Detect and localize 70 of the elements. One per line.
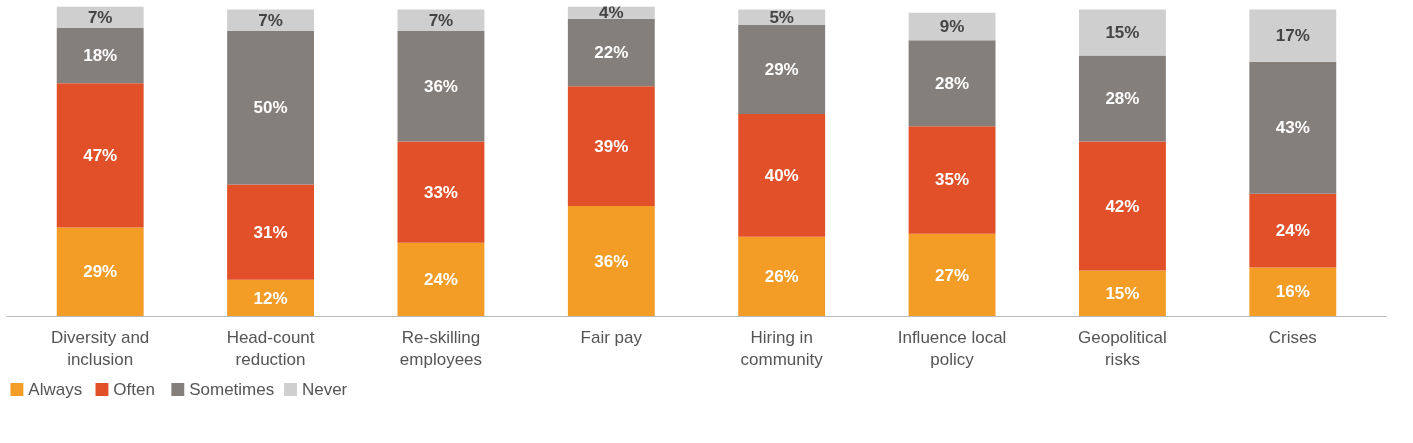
bar: [1078, 141, 1166, 271]
x-tick-label: Geopolitical risks: [1078, 327, 1167, 370]
bar: [1249, 9, 1337, 62]
bar: [738, 113, 826, 237]
data-label: 7%: [428, 10, 454, 30]
data-label: 36%: [594, 251, 629, 271]
bar: [227, 279, 315, 317]
x-tick-label: Influence local policy: [897, 327, 1007, 370]
data-label: 28%: [935, 73, 970, 93]
data-label: 18%: [83, 46, 118, 66]
data-label: 15%: [1105, 23, 1140, 43]
legend-label: Often: [113, 380, 155, 399]
data-label: 40%: [764, 165, 799, 185]
data-label: 42%: [1105, 196, 1140, 216]
data-label: 16%: [1275, 282, 1310, 302]
bar: [908, 233, 996, 317]
data-label: 35%: [935, 170, 970, 190]
bar: [738, 24, 826, 114]
bar: [1078, 9, 1166, 56]
bar: [1078, 55, 1166, 142]
x-tick-label: Re-skilling employees: [399, 327, 483, 370]
data-label: 22%: [594, 43, 629, 63]
data-label: 47%: [83, 145, 118, 165]
x-tick-label: Hiring in community: [740, 327, 824, 370]
bar: [397, 141, 485, 243]
bar: [56, 227, 144, 317]
bar: [1249, 193, 1337, 268]
x-tick-label: Diversity and inclusion: [51, 327, 150, 370]
legend-label: Always: [28, 380, 83, 399]
bar: [567, 86, 655, 206]
data-label: 33%: [423, 182, 458, 202]
data-label: 39%: [594, 136, 629, 156]
legend-label: Sometimes: [189, 380, 275, 399]
legend-label: Never: [301, 380, 348, 399]
data-label: 7%: [258, 10, 283, 30]
bar: [397, 31, 485, 142]
data-label: 29%: [764, 59, 799, 79]
data-label: 31%: [253, 222, 288, 242]
bar: [56, 83, 144, 228]
bar: [567, 18, 655, 87]
data-label: 24%: [1275, 221, 1310, 241]
bar: [227, 184, 315, 280]
bar: [1249, 61, 1337, 194]
x-tick-label: Fair pay: [580, 327, 643, 347]
data-label: 29%: [83, 262, 118, 282]
bar: [397, 242, 485, 317]
x-tick-label: Crises: [1268, 327, 1317, 347]
data-label: 24%: [423, 270, 458, 290]
bar: [1078, 270, 1166, 317]
x-tick-label: Head-count reduction: [226, 327, 315, 370]
data-label: 28%: [1105, 89, 1140, 109]
data-label: 9%: [939, 16, 965, 36]
data-label: 4%: [599, 3, 624, 23]
data-label: 17%: [1275, 26, 1310, 46]
bar: [1249, 267, 1337, 317]
bar: [56, 27, 144, 84]
data-label: 26%: [764, 267, 799, 287]
data-label: 15%: [1105, 283, 1140, 303]
data-label: 5%: [769, 7, 794, 27]
data-label: 12%: [253, 288, 288, 308]
bar: [908, 126, 996, 234]
data-label: 36%: [423, 76, 458, 96]
bar: [738, 236, 826, 317]
bar: [567, 206, 655, 317]
data-label: 27%: [935, 265, 970, 285]
bar: [908, 40, 996, 127]
data-label: 43%: [1275, 118, 1310, 138]
bar: [227, 31, 315, 185]
data-label: 50%: [253, 98, 288, 118]
data-label: 7%: [87, 7, 113, 27]
